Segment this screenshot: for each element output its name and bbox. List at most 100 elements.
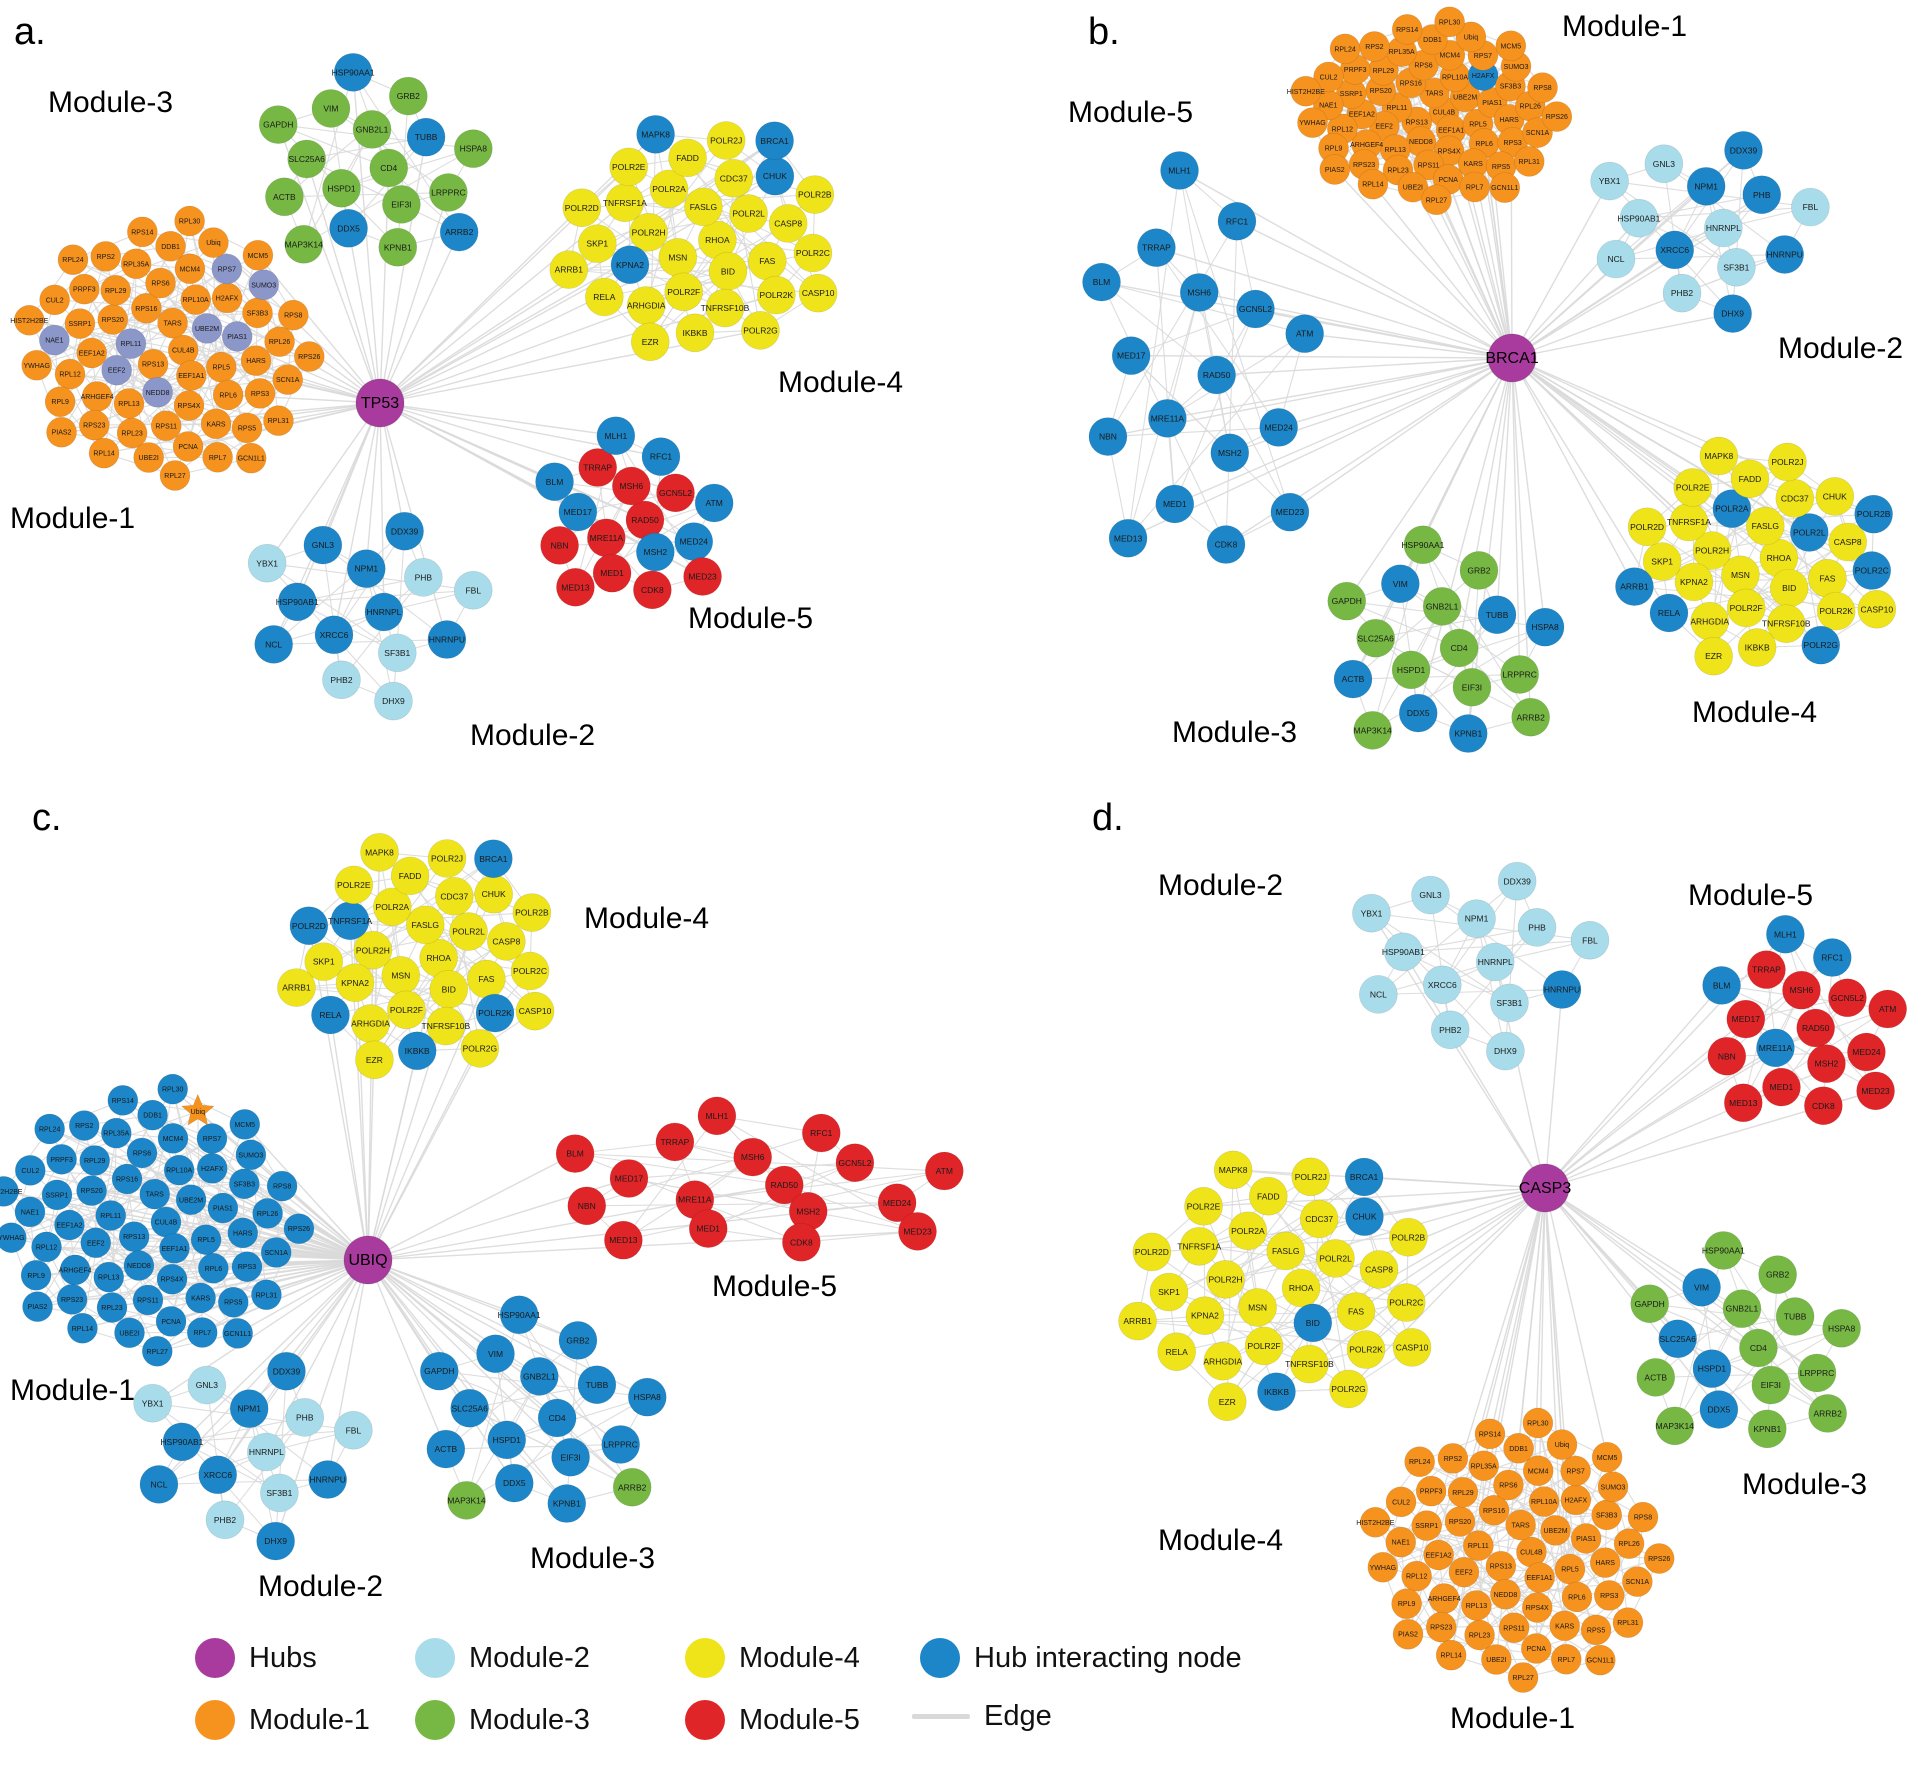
node-MSH2 [1807, 1044, 1846, 1083]
edge-swatch [912, 1714, 970, 1719]
node-SCN1A [1622, 1566, 1653, 1597]
node-label: RPL6 [219, 392, 237, 399]
node-RPL23 [1464, 1619, 1495, 1651]
node-PRPF3 [69, 273, 100, 305]
node-GCN5L2 [1828, 978, 1867, 1018]
node-label: ARHGDIA [627, 301, 666, 311]
node-PHB2 [322, 660, 361, 700]
node-HSPA8 [454, 129, 493, 168]
node-GCN5L2 [835, 1143, 875, 1183]
node-label: TARS [1425, 91, 1443, 98]
node-CHUK [1815, 477, 1855, 516]
node-RPS23 [1425, 1611, 1457, 1643]
node-SF3B1 [377, 633, 417, 673]
node-label: RPL11 [120, 341, 141, 348]
node-label: TARS [164, 320, 182, 327]
node-UBE2M [175, 1184, 207, 1216]
node-MED24 [1259, 408, 1298, 447]
node-RPS6 [145, 267, 176, 299]
node-RPS4X [1521, 1592, 1553, 1623]
node-label: RELA [319, 1010, 342, 1020]
node-KPNA2 [610, 245, 650, 285]
node-label: DHX9 [264, 1536, 287, 1546]
node-RPL30 [1434, 6, 1465, 38]
node-label: YWHAG [0, 1235, 25, 1242]
node-EIF3I [551, 1437, 590, 1477]
node-label: RPS6 [1414, 63, 1432, 70]
node-label: ARHGEF4 [59, 1267, 92, 1274]
node-label: BRCA1 [1350, 1172, 1379, 1182]
node-ARRB1 [549, 250, 589, 289]
node-label: HNRNPL [1478, 957, 1513, 967]
node-MLH1 [596, 416, 636, 456]
node-label: RPS3 [238, 1264, 256, 1271]
node-label: RPL11 [1468, 1543, 1489, 1550]
node-label: RPS14 [1479, 1431, 1501, 1438]
node-label: DHX9 [1721, 309, 1744, 319]
node-RPL24 [1329, 33, 1361, 65]
node-label: RPL30 [1439, 19, 1461, 26]
node-label: RPL27 [147, 1349, 169, 1356]
node-label: DDX5 [1708, 1405, 1731, 1415]
labels: RHOA MSN FASLG BID POLR2H POLR2L POLR2F POLR2A F… [0, 797, 953, 1603]
node-HSPD1 [487, 1420, 527, 1460]
node-RPL27 [1421, 184, 1452, 216]
node-GRB2 [1459, 551, 1499, 590]
node-MAPK8 [636, 115, 675, 154]
node-label: MED24 [883, 1198, 912, 1208]
node-label: HSPA8 [634, 1392, 662, 1402]
node-label: NPM1 [237, 1404, 261, 1414]
node-PIAS2 [22, 1291, 53, 1322]
node-label: MED13 [561, 582, 590, 592]
node-PCNA [172, 431, 204, 462]
node-label: NBN [551, 540, 569, 550]
node-FADD [390, 856, 430, 896]
node-label: HNRNPU [1767, 250, 1803, 260]
module-label: Module-5 [1068, 96, 1193, 129]
node-label: EEF1A2 [56, 1223, 82, 1230]
node-label: KPNB1 [1753, 1424, 1781, 1434]
node-DHX9 [1486, 1031, 1525, 1071]
node-label: EZR [1705, 651, 1722, 661]
node-RAD50 [1197, 355, 1236, 395]
node-MED1 [1155, 484, 1195, 524]
node-ARRB1 [277, 968, 316, 1007]
node-EEF1A2 [1423, 1539, 1454, 1571]
node-NEDD8 [142, 376, 173, 408]
node-label: RPS7 [203, 1136, 221, 1143]
node-RPS26 [283, 1213, 315, 1245]
node-label: RPL27 [1426, 197, 1448, 204]
node-RPL12 [1401, 1560, 1432, 1592]
node-label: GNL3 [1653, 159, 1675, 169]
module5-swatch [685, 1700, 725, 1740]
node-label: RPS2 [97, 254, 115, 261]
node-label: VIM [1393, 579, 1408, 589]
module-label: Module-1 [1562, 10, 1687, 43]
node-MCM4 [157, 1123, 189, 1154]
node-DDX5 [1699, 1390, 1739, 1429]
node-RPS8 [266, 1170, 298, 1202]
node-label: SSRP1 [45, 1192, 68, 1199]
node-label: MCM5 [1597, 1455, 1618, 1462]
node-label: EEF1A1 [1527, 1575, 1553, 1582]
node-label: KPNB1 [384, 242, 412, 252]
node-CD4 [1439, 628, 1479, 668]
node-MED17 [1111, 336, 1151, 375]
node-PHB [1517, 908, 1557, 947]
node-DDX5 [329, 209, 368, 248]
node-label: BID [721, 266, 735, 276]
node-RPS2 [68, 1110, 100, 1141]
node-label: NEDD8 [127, 1263, 151, 1270]
node-ARHGDIA [1203, 1341, 1243, 1381]
node-RPS16 [131, 292, 162, 324]
node-BRCA1 [755, 121, 794, 160]
node-label: MED1 [600, 568, 624, 578]
node-POLR2K [757, 275, 796, 315]
node-MSH6 [733, 1137, 772, 1177]
node-HNRNPU [1765, 235, 1805, 274]
node-label: HSPA8 [460, 144, 488, 154]
node-label: RPL27 [164, 473, 186, 480]
node-RPL24 [34, 1113, 65, 1145]
node-RAD50 [764, 1165, 804, 1205]
node-label: RPL23 [1387, 168, 1409, 175]
